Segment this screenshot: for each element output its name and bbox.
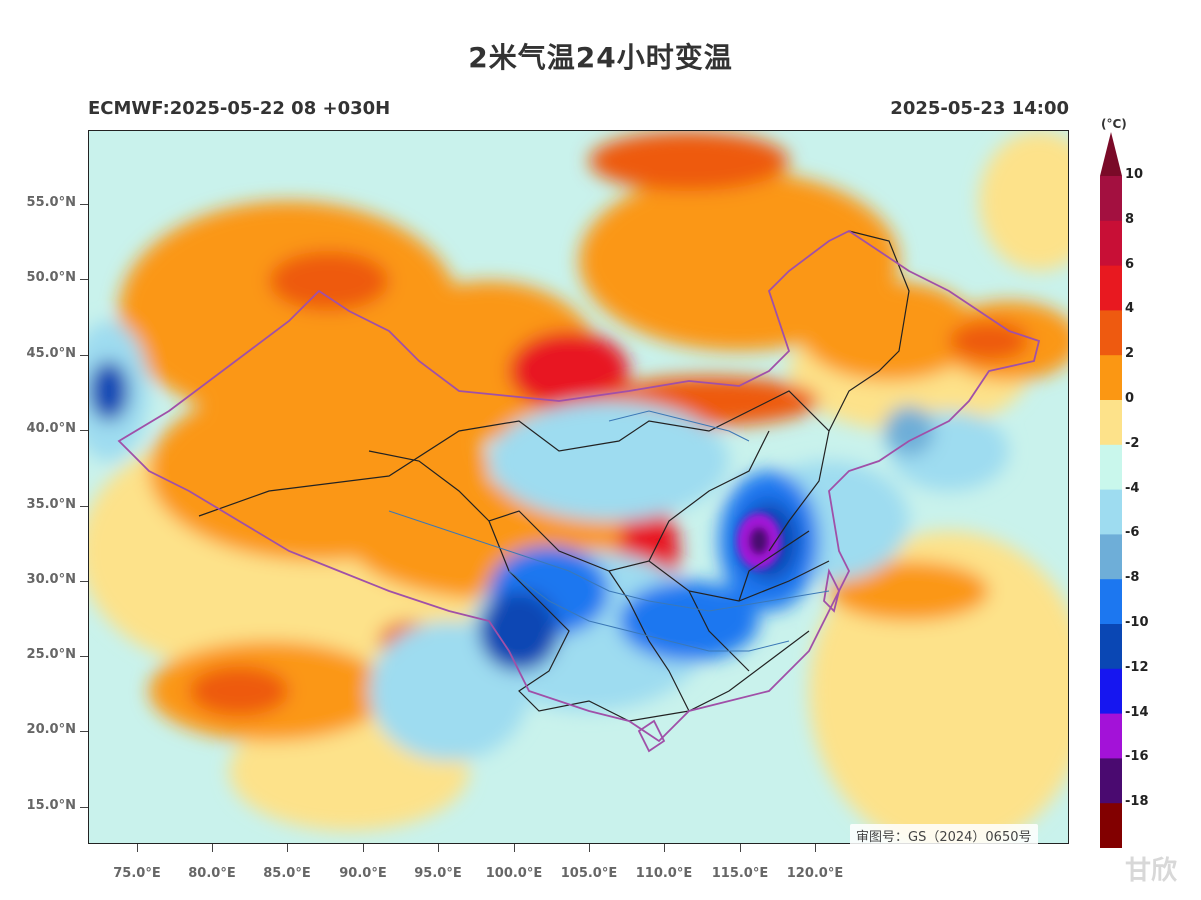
- lon-label: 90.0°E: [339, 866, 387, 881]
- colorbar-segment: [1100, 489, 1122, 535]
- lon-label: 80.0°E: [188, 866, 236, 881]
- colorbar-tick-label: 6: [1125, 256, 1135, 272]
- lat-tick: [80, 279, 88, 280]
- lon-tick: [363, 844, 364, 852]
- map-canvas: [89, 131, 1068, 843]
- lon-tick: [589, 844, 590, 852]
- lat-label: 35.0°N: [26, 497, 76, 512]
- lat-tick: [80, 204, 88, 205]
- lat-label: 20.0°N: [26, 722, 76, 737]
- colorbar-tick-label: -10: [1125, 615, 1149, 630]
- lon-tick: [740, 844, 741, 852]
- colorbar-tick-label: -12: [1125, 659, 1149, 675]
- lat-tick: [80, 731, 88, 732]
- colorbar-segment: [1100, 668, 1122, 715]
- lon-label: 85.0°E: [263, 866, 311, 881]
- colorbar-segment: [1100, 803, 1122, 848]
- colorbar-segment: [1100, 310, 1122, 356]
- core-cooling-area: [737, 513, 781, 569]
- colorbar-tick-label: -14: [1125, 704, 1149, 720]
- map-approval-number: 审图号：GS（2024）0650号: [850, 824, 1038, 847]
- rivers: [388, 410, 830, 652]
- lon-label: 120.0°E: [786, 866, 844, 881]
- colorbar-segment: [1100, 624, 1122, 670]
- colorbar-segment: [1100, 579, 1122, 625]
- lon-tick: [137, 844, 138, 852]
- lat-tick: [80, 656, 88, 657]
- lon-tick: [287, 844, 288, 852]
- lat-tick: [80, 355, 88, 356]
- lon-tick: [514, 844, 515, 852]
- lon-label: 110.0°E: [635, 866, 693, 881]
- lat-tick: [80, 581, 88, 582]
- colorbar-tick-label: 2: [1125, 346, 1135, 362]
- lon-label: 95.0°E: [414, 866, 462, 881]
- lat-tick: [80, 430, 88, 431]
- colorbar-tick-label: -16: [1125, 749, 1149, 765]
- lat-label: 15.0°N: [26, 798, 76, 813]
- colorbar-segment: [1100, 713, 1122, 759]
- colorbar-segment: [1100, 220, 1122, 267]
- colorbar-segment: [1100, 265, 1122, 311]
- colorbar-segment: [1100, 400, 1122, 446]
- lat-label: 45.0°N: [26, 346, 76, 361]
- colorbar-tick-label: -18: [1125, 794, 1149, 810]
- colorbar-tick-label: -8: [1125, 570, 1140, 586]
- lat-label: 55.0°N: [26, 195, 76, 210]
- colorbar: [1100, 132, 1122, 848]
- colorbar-segment: [1100, 758, 1122, 804]
- colorbar-tick-label: 4: [1125, 301, 1135, 317]
- colorbar-tick-label: -6: [1125, 525, 1140, 541]
- colorbar-tick-label: 10: [1125, 167, 1144, 182]
- valid-time-label: 2025-05-23 14:00: [890, 98, 1069, 119]
- colorbar-tick-label: 0: [1125, 391, 1135, 406]
- colorbar-segment: [1100, 444, 1122, 491]
- colorbar-segment: [1100, 534, 1122, 580]
- temperature-field: [89, 131, 1068, 843]
- lat-label: 25.0°N: [26, 647, 76, 662]
- temperature-change-map: [88, 130, 1069, 844]
- model-run-label: ECMWF:2025-05-22 08 +030H: [88, 98, 391, 119]
- colorbar-tick-label: 8: [1125, 211, 1135, 227]
- colorbar-tick-label: -4: [1125, 480, 1140, 496]
- chart-title: 2米气温24小时变温: [468, 41, 733, 74]
- province-borders: [198, 230, 910, 722]
- lat-label: 40.0°N: [26, 421, 76, 436]
- lon-label: 115.0°E: [711, 866, 769, 881]
- lon-label: 105.0°E: [560, 866, 618, 881]
- lat-label: 30.0°N: [26, 572, 76, 587]
- colorbar-segment: [1100, 355, 1122, 401]
- lon-tick: [815, 844, 816, 852]
- lat-tick: [80, 506, 88, 507]
- lon-tick: [212, 844, 213, 852]
- lon-tick: [438, 844, 439, 852]
- lon-tick: [664, 844, 665, 852]
- colorbar-unit: (°C): [1101, 117, 1127, 131]
- lat-tick: [80, 807, 88, 808]
- lat-label: 50.0°N: [26, 270, 76, 285]
- lon-label: 100.0°E: [485, 866, 543, 881]
- lon-label: 75.0°E: [113, 866, 161, 881]
- colorbar-cap-top: [1100, 132, 1122, 176]
- colorbar-segment: [1100, 176, 1122, 222]
- colorbar-tick-label: -2: [1125, 435, 1140, 451]
- brand-watermark: 甘欣: [1125, 856, 1178, 886]
- country-border: [117, 229, 1041, 753]
